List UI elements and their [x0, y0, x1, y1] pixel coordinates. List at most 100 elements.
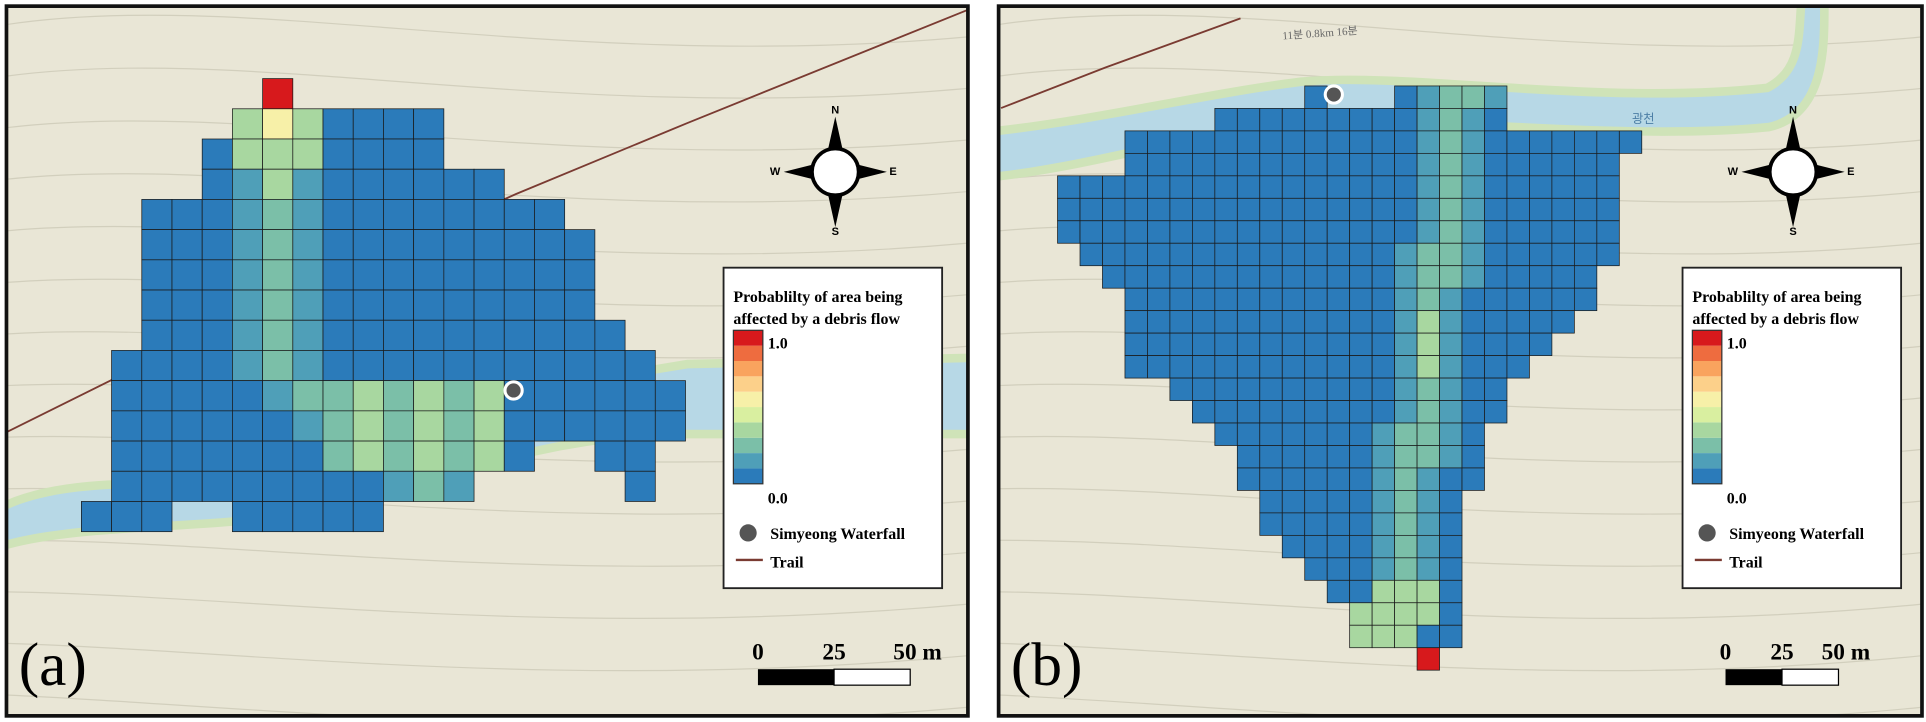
legend-item: Simyeong Waterfall	[1729, 526, 1864, 543]
probability-cell	[1304, 534, 1328, 559]
probability-cell	[1416, 152, 1440, 177]
panel-frame	[996, 4, 1924, 718]
scale-label: 25	[822, 639, 845, 665]
compass-ring	[1767, 146, 1819, 198]
probability-cell	[1394, 197, 1418, 222]
probability-cell	[111, 470, 143, 502]
probability-cell	[654, 380, 686, 412]
probability-cell	[1147, 355, 1171, 379]
probability-cell	[1394, 377, 1418, 401]
probability-cell	[1259, 332, 1283, 356]
probability-cell	[1506, 355, 1530, 379]
probability-cell	[352, 168, 384, 200]
probability-cell	[534, 350, 566, 382]
probability-cell	[1259, 287, 1283, 312]
probability-cell	[352, 319, 384, 351]
probability-cell	[1214, 108, 1238, 132]
probability-cell	[352, 138, 384, 170]
probability-cell	[322, 168, 354, 200]
probability-cell	[624, 350, 656, 382]
probability-cell	[1596, 130, 1620, 154]
probability-cell	[1484, 197, 1508, 222]
probability-cell	[262, 168, 294, 200]
probability-cell	[1529, 130, 1553, 154]
probability-cell	[1551, 287, 1575, 312]
probability-cell	[1573, 130, 1598, 154]
probability-cell	[1192, 377, 1216, 401]
probability-cell	[201, 440, 233, 472]
colorbar-step	[1692, 422, 1722, 438]
panel-label: (b)	[1011, 631, 1083, 699]
probability-cell	[1326, 242, 1351, 267]
probability-cell	[232, 319, 263, 351]
probability-cell	[171, 380, 203, 412]
probability-cell	[413, 199, 445, 230]
colorbar-step	[1692, 376, 1722, 392]
probability-cell	[292, 229, 324, 261]
probability-cell	[413, 380, 445, 412]
compass-n: N	[831, 104, 839, 116]
probability-cell	[1461, 355, 1485, 379]
probability-cell	[1214, 242, 1238, 267]
map-label: 광천	[1632, 111, 1655, 126]
probability-cell	[1214, 175, 1238, 199]
probability-cell	[262, 199, 294, 230]
probability-cell	[534, 289, 566, 321]
probability-cell	[1506, 175, 1530, 199]
probability-cell	[564, 380, 596, 412]
probability-cell	[1304, 377, 1328, 401]
probability-cell	[383, 319, 415, 351]
probability-cell	[1416, 534, 1440, 559]
probability-cell	[1326, 400, 1351, 424]
probability-cell	[1304, 85, 1328, 109]
probability-cell	[1416, 602, 1440, 626]
probability-cell	[1259, 175, 1283, 199]
probability-cell	[1439, 579, 1463, 604]
probability-cell	[1573, 152, 1598, 177]
probability-cell	[1147, 152, 1171, 177]
probability-cell	[292, 501, 324, 533]
probability-cell	[1079, 197, 1103, 222]
probability-cell	[1529, 242, 1553, 267]
probability-cell	[1147, 287, 1171, 312]
probability-cell	[1192, 332, 1216, 356]
probability-cell	[1551, 152, 1575, 177]
legend-item: Trail	[1729, 554, 1763, 571]
probability-cell	[1259, 512, 1283, 536]
probability-cell	[443, 380, 475, 412]
probability-cell	[1506, 310, 1530, 334]
probability-cell	[624, 410, 656, 442]
probability-cell	[322, 501, 354, 533]
probability-cell	[1394, 534, 1418, 559]
probability-cell	[1371, 130, 1395, 154]
probability-cell	[292, 350, 324, 382]
probability-cell	[1079, 175, 1103, 199]
probability-cell	[352, 501, 384, 533]
probability-cell	[292, 380, 324, 412]
probability-cell	[1349, 355, 1373, 379]
probability-cell	[201, 289, 233, 321]
probability-cell	[1349, 152, 1373, 177]
probability-cell	[1326, 445, 1351, 469]
probability-cell	[1124, 265, 1148, 289]
compass-s: S	[1789, 226, 1796, 238]
probability-cell	[1124, 220, 1148, 244]
probability-cell	[1551, 265, 1575, 289]
probability-cell	[594, 440, 626, 472]
probability-cell	[473, 289, 505, 321]
probability-cell	[383, 199, 415, 230]
probability-cell	[443, 440, 475, 472]
probability-cell	[1506, 220, 1530, 244]
probability-cell	[1102, 265, 1126, 289]
probability-cell	[624, 380, 656, 412]
probability-cell	[1304, 332, 1328, 356]
probability-cell	[1304, 400, 1328, 424]
probability-cell	[1349, 579, 1373, 604]
probability-cell	[1259, 152, 1283, 177]
probability-cell	[1349, 624, 1373, 649]
contour	[6, 591, 968, 620]
probability-cell	[1326, 512, 1351, 536]
probability-cell	[1169, 265, 1193, 289]
probability-cell	[383, 440, 415, 472]
